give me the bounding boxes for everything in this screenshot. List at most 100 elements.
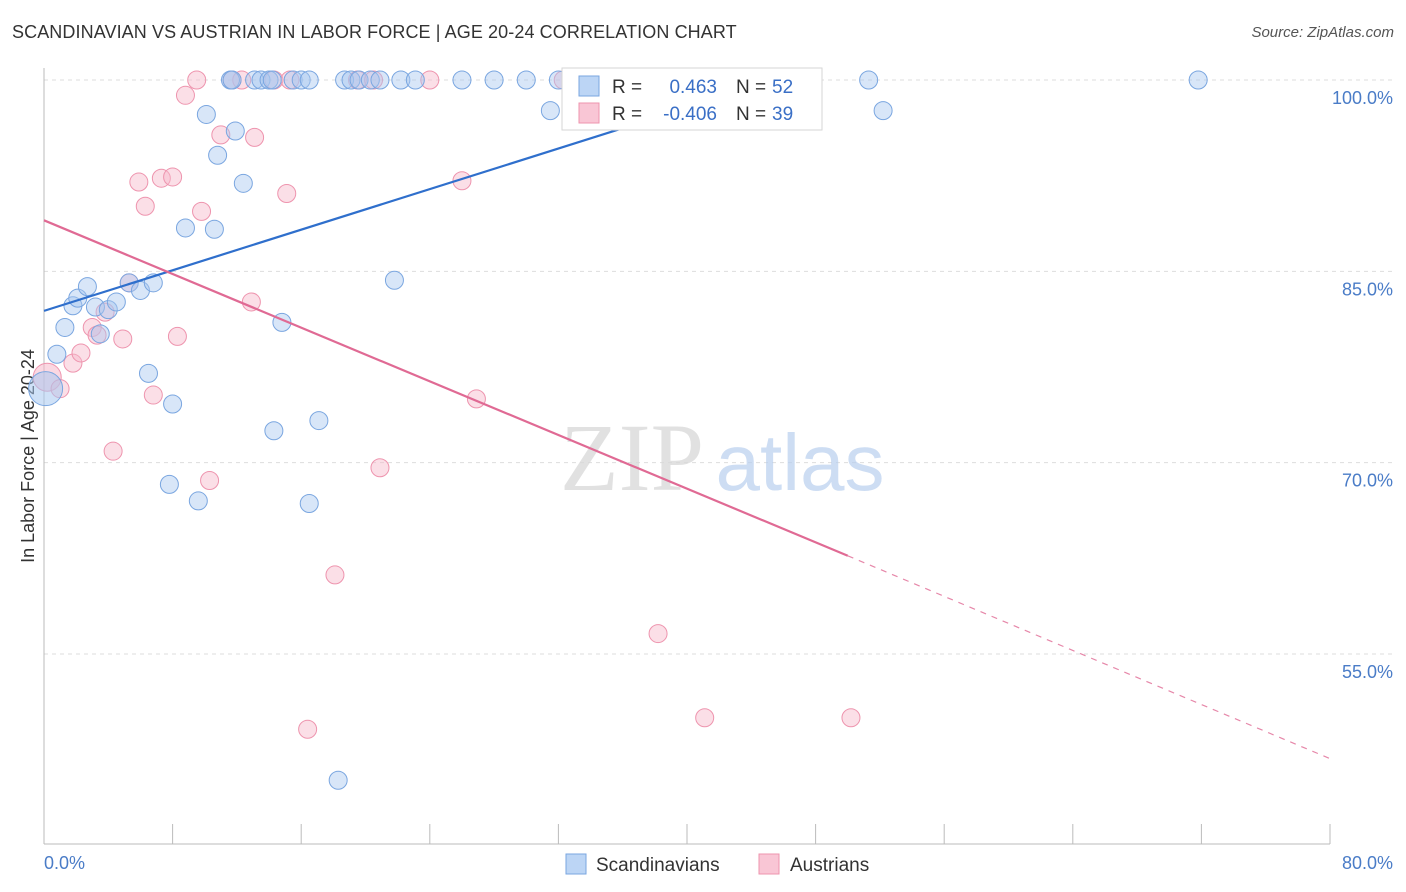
legend-n-value-1: 52	[772, 77, 793, 98]
series-legend: Scandinavians Austrians	[565, 853, 869, 876]
series-legend-swatch-austrians	[758, 853, 780, 875]
austrian-point-17	[187, 70, 207, 90]
legend-r-label-2: R =	[612, 104, 642, 125]
scandinavian-point-38	[341, 70, 361, 90]
scandinavian-point-23	[225, 121, 245, 141]
austrian-point-8	[113, 329, 133, 349]
source-label: Source: ZipAtlas.com	[1251, 24, 1394, 41]
stats-legend: R = 0.463 N = 52 R = -0.406 N = 39	[561, 67, 823, 131]
scandinavian-point-0	[28, 371, 64, 407]
austrian-point-33	[420, 70, 440, 90]
austrian-point-37	[648, 624, 668, 644]
scandinavian-point-29	[264, 421, 284, 441]
x-tick-label-left: 0.0%	[44, 853, 85, 873]
legend-r-value-2: -0.406	[663, 104, 717, 125]
scandinavian-point-48	[540, 101, 560, 121]
gridlines	[44, 79, 1394, 655]
legend-r-label-1: R =	[612, 77, 642, 98]
y-tick-label-0: 100.0%	[1332, 88, 1393, 108]
scandinavian-point-44	[405, 70, 425, 90]
austrians-points	[32, 70, 861, 739]
austrian-point-38	[695, 708, 715, 728]
scandinavian-point-10	[119, 273, 139, 293]
austrian-point-20	[211, 125, 231, 145]
watermark: ZIP atlas	[560, 404, 884, 511]
austrian-point-26	[277, 184, 297, 204]
legend-swatch-austrians	[578, 102, 600, 124]
scandinavian-point-17	[188, 491, 208, 511]
legend-n-label-1: N =	[736, 77, 766, 98]
austrian-point-16	[175, 85, 195, 105]
watermark-zip: ZIP	[560, 404, 704, 511]
watermark-atlas: atlas	[716, 418, 885, 507]
scandinavian-point-43	[391, 70, 411, 90]
austrian-point-32	[370, 458, 390, 478]
y-tick-label-1: 85.0%	[1342, 279, 1393, 299]
scandinavian-point-51	[1188, 70, 1208, 90]
scandinavian-point-22	[222, 70, 242, 90]
scandinavian-point-26	[251, 70, 271, 90]
series-legend-label-scandinavians: Scandinavians	[596, 855, 720, 876]
scandinavian-point-33	[299, 70, 319, 90]
austrian-point-11	[135, 196, 155, 216]
scandinavian-point-32	[291, 70, 311, 90]
scandinavian-point-5	[77, 277, 97, 297]
y-tick-label-2: 70.0%	[1342, 471, 1393, 491]
scandinavian-point-19	[204, 219, 224, 239]
legend-n-label-2: N =	[736, 104, 766, 125]
legend-n-value-2: 39	[772, 104, 793, 125]
chart-title: SCANDINAVIAN VS AUSTRIAN IN LABOR FORCE …	[12, 22, 737, 42]
scandinavian-point-1	[47, 344, 67, 364]
austrian-point-28	[298, 719, 318, 739]
x-ticks	[172, 824, 1331, 844]
scandinavian-point-52	[873, 101, 893, 121]
scandinavian-point-39	[349, 70, 369, 90]
austrian-point-3	[71, 343, 91, 363]
austrian-point-23	[245, 127, 265, 147]
scandinavian-point-15	[159, 474, 179, 494]
scandinavian-point-34	[299, 493, 319, 513]
y-tick-label-3: 55.0%	[1342, 662, 1393, 682]
austrian-point-15	[167, 326, 187, 346]
austrian-point-39	[841, 708, 861, 728]
scandinavian-point-42	[384, 270, 404, 290]
austrian-point-14	[163, 167, 183, 187]
scandinavian-point-45	[452, 70, 472, 90]
scandinavian-point-13	[138, 363, 158, 383]
austrian-point-18	[192, 201, 212, 221]
austrian-point-24	[241, 292, 261, 312]
stats-legend-box	[561, 67, 823, 131]
austrian-point-19	[200, 471, 220, 491]
scandinavian-point-18	[196, 104, 216, 124]
scandinavian-point-47	[516, 70, 536, 90]
austrians-trend-line	[43, 219, 849, 557]
scandinavian-point-9	[106, 292, 126, 312]
austrian-point-7	[103, 441, 123, 461]
austrian-point-12	[143, 385, 163, 405]
scandinavian-point-31	[283, 70, 303, 90]
scandinavian-point-37	[335, 70, 355, 90]
series-legend-swatch-scandinavians	[565, 853, 587, 875]
austrian-point-2	[63, 353, 83, 373]
y-axis-title: In Labor Force | Age 20-24	[18, 349, 38, 563]
scandinavian-point-28	[262, 70, 282, 90]
x-tick-label-right: 80.0%	[1342, 853, 1393, 873]
austrian-point-5	[87, 325, 107, 345]
legend-r-value-1: 0.463	[669, 77, 717, 98]
austrians-trend-line-extension	[847, 555, 1331, 760]
scandinavian-point-24	[233, 173, 253, 193]
series-legend-label-austrians: Austrians	[790, 855, 869, 876]
y-tick-labels: 100.0% 85.0% 70.0% 55.0%	[1332, 88, 1393, 682]
scandinavian-point-35	[309, 411, 329, 431]
scandinavian-point-20	[208, 145, 228, 165]
scandinavian-point-8	[98, 300, 118, 320]
scandinavian-point-7	[90, 324, 110, 344]
scandinavian-point-50	[859, 70, 879, 90]
scandinavian-point-46	[484, 70, 504, 90]
scandinavian-point-16	[175, 218, 195, 238]
scandinavian-point-2	[55, 317, 75, 337]
legend-swatch-scandinavians	[578, 75, 600, 97]
scandinavian-point-41	[370, 70, 390, 90]
scandinavian-point-14	[163, 394, 183, 414]
